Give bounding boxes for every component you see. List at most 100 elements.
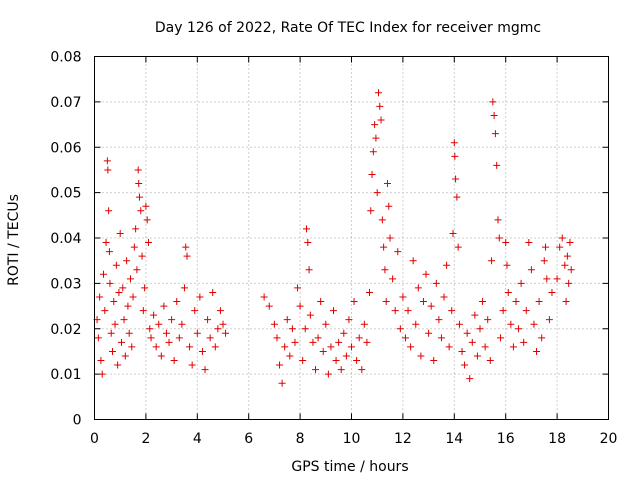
data-point	[126, 275, 134, 283]
data-point	[542, 243, 550, 251]
data-point	[317, 298, 325, 306]
y-tick-label: 0.06	[50, 140, 81, 156]
data-point	[533, 347, 541, 355]
data-point	[135, 193, 143, 201]
data-point	[291, 338, 299, 346]
data-point	[427, 302, 435, 310]
data-point	[556, 243, 564, 251]
data-point	[443, 261, 451, 269]
data-point	[165, 338, 173, 346]
data-point	[162, 329, 170, 337]
data-point	[110, 298, 118, 306]
data-point	[111, 320, 119, 328]
data-point	[219, 320, 227, 328]
data-point	[135, 180, 143, 188]
data-point	[399, 293, 407, 301]
data-point	[119, 284, 127, 292]
data-point	[535, 298, 543, 306]
data-point	[380, 243, 388, 251]
data-point	[152, 343, 160, 351]
data-point	[372, 134, 380, 142]
data-point	[481, 343, 489, 351]
data-point	[458, 347, 466, 355]
data-point	[525, 239, 533, 247]
data-point	[517, 279, 525, 287]
data-point	[299, 357, 307, 365]
data-point	[543, 275, 551, 283]
data-point	[493, 161, 501, 169]
data-point	[180, 284, 188, 292]
data-point	[561, 261, 569, 269]
data-point	[454, 243, 462, 251]
data-point	[367, 207, 375, 215]
x-tick-label: 16	[497, 431, 515, 447]
data-point	[377, 116, 385, 124]
plot-frame	[94, 56, 609, 420]
data-point	[445, 343, 453, 351]
data-point	[314, 334, 322, 342]
data-point	[515, 325, 523, 333]
data-point	[484, 316, 492, 324]
data-point	[538, 334, 546, 342]
x-tick-label: 10	[343, 431, 361, 447]
data-point	[394, 248, 402, 256]
data-point	[330, 307, 338, 315]
data-point	[376, 102, 384, 110]
x-tick-label: 0	[90, 431, 99, 447]
data-point	[273, 334, 281, 342]
data-point	[108, 347, 116, 355]
data-point	[495, 234, 503, 242]
data-point	[409, 257, 417, 265]
data-point	[451, 152, 459, 160]
data-point	[288, 325, 296, 333]
data-point	[553, 275, 561, 283]
data-point	[389, 275, 397, 283]
data-point	[401, 334, 409, 342]
data-point	[270, 320, 278, 328]
y-tick-label: 0.02	[50, 322, 81, 338]
data-point	[471, 311, 479, 319]
data-point	[304, 239, 312, 247]
data-point	[499, 307, 507, 315]
data-point	[435, 316, 443, 324]
data-point	[188, 361, 196, 369]
data-point	[473, 352, 481, 360]
data-point	[369, 148, 377, 156]
chart-title: Day 126 of 2022, Rate Of TEC Index for r…	[155, 20, 541, 36]
data-point	[567, 266, 575, 274]
data-point	[563, 252, 571, 260]
data-point	[412, 320, 420, 328]
x-tick-label: 18	[548, 431, 566, 447]
data-point	[278, 379, 286, 387]
data-point	[143, 216, 151, 224]
data-point	[182, 243, 190, 251]
data-point	[98, 370, 106, 378]
data-point	[425, 329, 433, 337]
data-point	[502, 239, 510, 247]
data-point	[120, 316, 128, 324]
data-point	[355, 334, 363, 342]
data-point	[134, 166, 142, 174]
data-point	[104, 166, 112, 174]
y-tick-label: 0.08	[50, 50, 81, 66]
data-point	[335, 338, 343, 346]
data-point	[281, 343, 289, 351]
data-point	[422, 270, 430, 278]
data-point	[340, 329, 348, 337]
data-point	[455, 320, 463, 328]
data-point	[260, 293, 268, 301]
y-tick-label: 0	[73, 413, 82, 429]
data-point	[440, 293, 448, 301]
data-point	[383, 180, 391, 188]
data-point	[133, 266, 141, 274]
data-point	[504, 288, 512, 296]
data-point	[491, 130, 499, 138]
data-point	[512, 298, 520, 306]
data-point	[193, 329, 201, 337]
data-point	[494, 216, 502, 224]
data-point	[430, 357, 438, 365]
y-tick-label: 0.05	[50, 186, 81, 202]
data-point	[488, 257, 496, 265]
data-point	[522, 307, 530, 315]
